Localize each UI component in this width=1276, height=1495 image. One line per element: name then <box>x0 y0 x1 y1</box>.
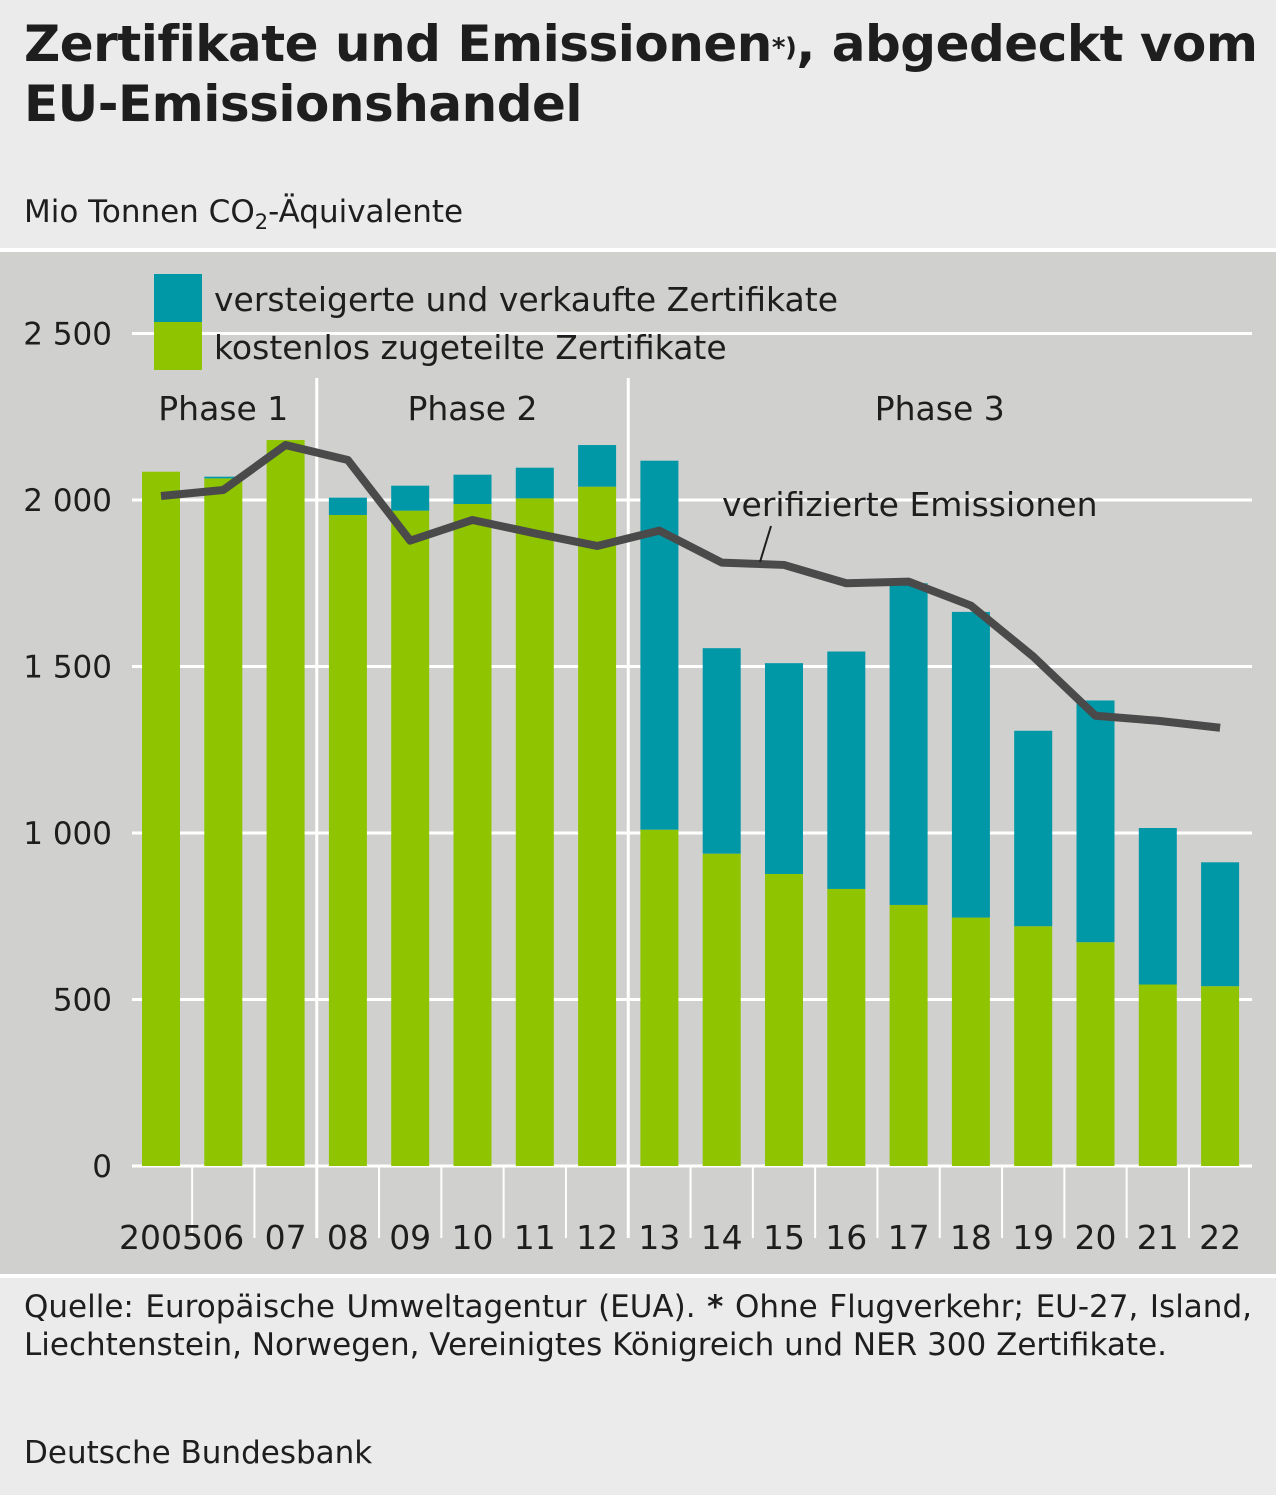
chart-area: 0 500 1 000 1 500 2 000 2 500 Phase 1 Phase 2 Ph… <box>0 248 1276 1278</box>
title-line1-end: , abgedeckt vom <box>796 15 1258 73</box>
footer-star: * <box>707 1289 724 1325</box>
bar-auctioned-13 <box>640 460 679 830</box>
x-tick-label: 21 <box>1137 1218 1179 1257</box>
x-tick-label: 06 <box>202 1218 244 1257</box>
x-tick-label: 15 <box>763 1218 805 1257</box>
chart-canvas: 0 500 1 000 1 500 2 000 2 500 Phase 1 Phase 2 Ph… <box>23 274 1252 1258</box>
y-tick-label: 0 <box>92 1149 112 1185</box>
phase-label: Phase 2 <box>407 389 537 428</box>
x-tick-label: 22 <box>1199 1218 1241 1257</box>
x-tick-label: 16 <box>825 1218 867 1257</box>
bar-free-15 <box>765 873 803 1166</box>
bar-free-07 <box>266 440 305 1166</box>
bar-auctioned-19 <box>1014 730 1053 927</box>
title-line2: EU-Emissionshandel <box>24 75 583 133</box>
bar-free-17 <box>889 904 928 1166</box>
bar-auctioned-22 <box>1201 862 1240 987</box>
x-tick-label: 10 <box>452 1218 494 1257</box>
bar-free-13 <box>640 829 679 1166</box>
legend-swatch <box>154 274 202 322</box>
bar-auctioned-15 <box>765 663 803 874</box>
bar-free-18 <box>951 917 990 1166</box>
bar-free-11 <box>515 498 554 1166</box>
bar-free-12 <box>578 486 617 1166</box>
title-footnote-mark: *) <box>771 33 797 63</box>
line-layer <box>160 441 1221 732</box>
legend-layer: versteigerte und verkaufte Zertifikate ko… <box>154 274 838 370</box>
phase-label: Phase 3 <box>875 389 1005 428</box>
x-tick-label: 14 <box>701 1218 743 1257</box>
bar-free-10 <box>453 503 492 1167</box>
bar-layer <box>142 440 1240 1167</box>
bar-free-22 <box>1201 986 1240 1166</box>
bar-free-20 <box>1076 942 1115 1166</box>
bar-auctioned-17 <box>889 583 928 905</box>
label-layer: 0 500 1 000 1 500 2 000 2 500 Phase 1 Phase 2 Ph… <box>23 317 1241 1258</box>
emissions-line <box>160 441 1221 732</box>
y-tick-label: 500 <box>53 983 112 1019</box>
bar-free-2005 <box>142 471 180 1166</box>
phase-label: Phase 1 <box>158 389 288 428</box>
title-line1: Zertifikate und Emissionen <box>24 15 772 73</box>
publisher: Deutsche Bundesbank <box>24 1435 373 1471</box>
bar-free-19 <box>1014 926 1053 1166</box>
bar-auctioned-08 <box>328 497 367 515</box>
footer-note: Quelle: Europäische Umweltagentur (EUA).… <box>24 1288 1252 1364</box>
bar-auctioned-11 <box>515 467 554 499</box>
x-tick-label: 09 <box>389 1218 431 1257</box>
legend-label: versteigerte und verkaufte Zertifikate <box>214 280 838 319</box>
separator-layer <box>191 378 1190 1238</box>
bar-auctioned-16 <box>827 651 866 889</box>
bar-free-16 <box>827 888 866 1166</box>
x-tick-label: 20 <box>1075 1218 1117 1257</box>
x-tick-label: 07 <box>265 1218 307 1257</box>
bar-free-08 <box>328 514 367 1166</box>
bar-auctioned-10 <box>453 474 492 504</box>
bar-free-21 <box>1138 984 1177 1166</box>
y-tick-label: 1 000 <box>23 816 112 852</box>
bar-free-14 <box>702 853 741 1166</box>
emissions-leader <box>759 525 772 563</box>
chart-title: Zertifikate und Emissionen*), abgedeckt … <box>24 14 1264 134</box>
x-tick-label: 18 <box>950 1218 992 1257</box>
bar-auctioned-21 <box>1138 828 1177 985</box>
bar-auctioned-14 <box>702 648 741 854</box>
unit-label-sub: 2 <box>254 210 269 235</box>
unit-label: Mio Tonnen CO2-Äquivalente <box>24 193 463 241</box>
bar-auctioned-09 <box>391 485 430 511</box>
unit-label-pre: Mio Tonnen CO <box>24 194 255 230</box>
legend-label: kostenlos zugeteilte Zertifikate <box>214 328 727 367</box>
x-tick-label: 13 <box>638 1218 680 1257</box>
y-tick-label: 1 500 <box>23 650 112 686</box>
x-tick-label: 19 <box>1012 1218 1054 1257</box>
unit-label-post: -Äquivalente <box>268 194 464 230</box>
x-tick-label: 2005 <box>119 1218 203 1257</box>
bar-auctioned-20 <box>1076 700 1115 943</box>
x-tick-label: 17 <box>888 1218 930 1257</box>
bar-free-06 <box>204 478 243 1166</box>
bar-free-09 <box>391 510 430 1166</box>
y-tick-label: 2 500 <box>23 317 112 353</box>
x-tick-label: 11 <box>514 1218 556 1257</box>
bar-auctioned-12 <box>578 445 617 487</box>
footer-source: Quelle: Europäische Umweltagentur (EUA). <box>24 1289 696 1325</box>
legend-swatch <box>154 322 202 370</box>
emissions-label: verifizierte Emissionen <box>722 485 1098 524</box>
bar-auctioned-06 <box>204 476 243 479</box>
x-tick-label: 12 <box>576 1218 618 1257</box>
x-tick-label: 08 <box>327 1218 369 1257</box>
footer-note-text: Ohne Flugverkehr; EU-27, Island, Liechte… <box>24 1289 1252 1363</box>
y-tick-label: 2 000 <box>23 483 112 519</box>
bar-auctioned-18 <box>951 611 990 918</box>
